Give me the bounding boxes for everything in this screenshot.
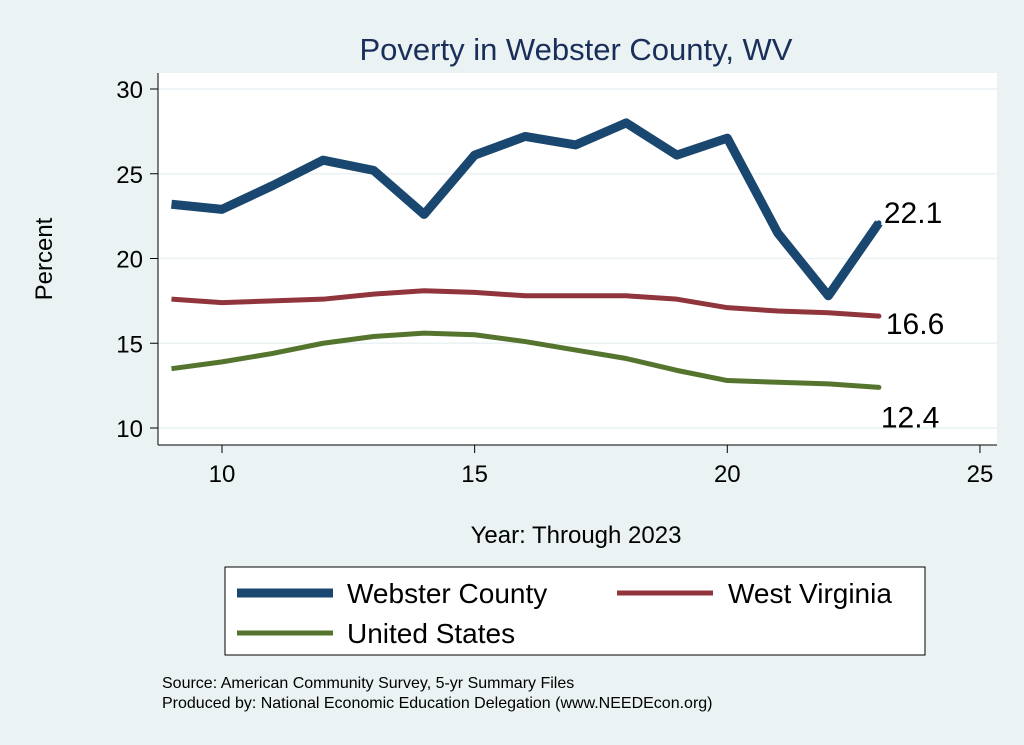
chart-title: Poverty in Webster County, WV [359, 32, 792, 67]
legend [224, 566, 926, 656]
end-value-label: 16.6 [886, 308, 944, 341]
y-tick-label: 30 [116, 77, 143, 104]
y-tick-label: 20 [116, 247, 143, 274]
end-value-label: 12.4 [881, 401, 939, 434]
series-line-webster-county [171, 118, 883, 301]
end-value-label: 22.1 [884, 197, 942, 230]
x-tick-label: 15 [461, 461, 488, 488]
series-line-united-states [171, 330, 880, 390]
source-note: Source: American Community Survey, 5-yr … [162, 675, 574, 692]
producer-note: Produced by: National Economic Education… [162, 695, 713, 712]
legend-label: Webster County [347, 578, 547, 609]
x-axis-label: Year: Through 2023 [471, 522, 682, 549]
y-tick-label: 15 [116, 331, 143, 358]
series-line-west-virginia [171, 288, 880, 319]
end-point [876, 313, 882, 319]
legend-label: United States [347, 618, 515, 649]
x-tick-label: 20 [714, 461, 741, 488]
end-point [876, 220, 882, 226]
legend-label: West Virginia [728, 578, 892, 609]
x-tick-label: 10 [209, 461, 236, 488]
y-tick-label: 25 [116, 162, 143, 189]
end-point [876, 384, 882, 390]
x-tick-label: 25 [967, 461, 994, 488]
y-axis-label: Percent [31, 217, 58, 300]
y-tick-label: 10 [116, 416, 143, 443]
